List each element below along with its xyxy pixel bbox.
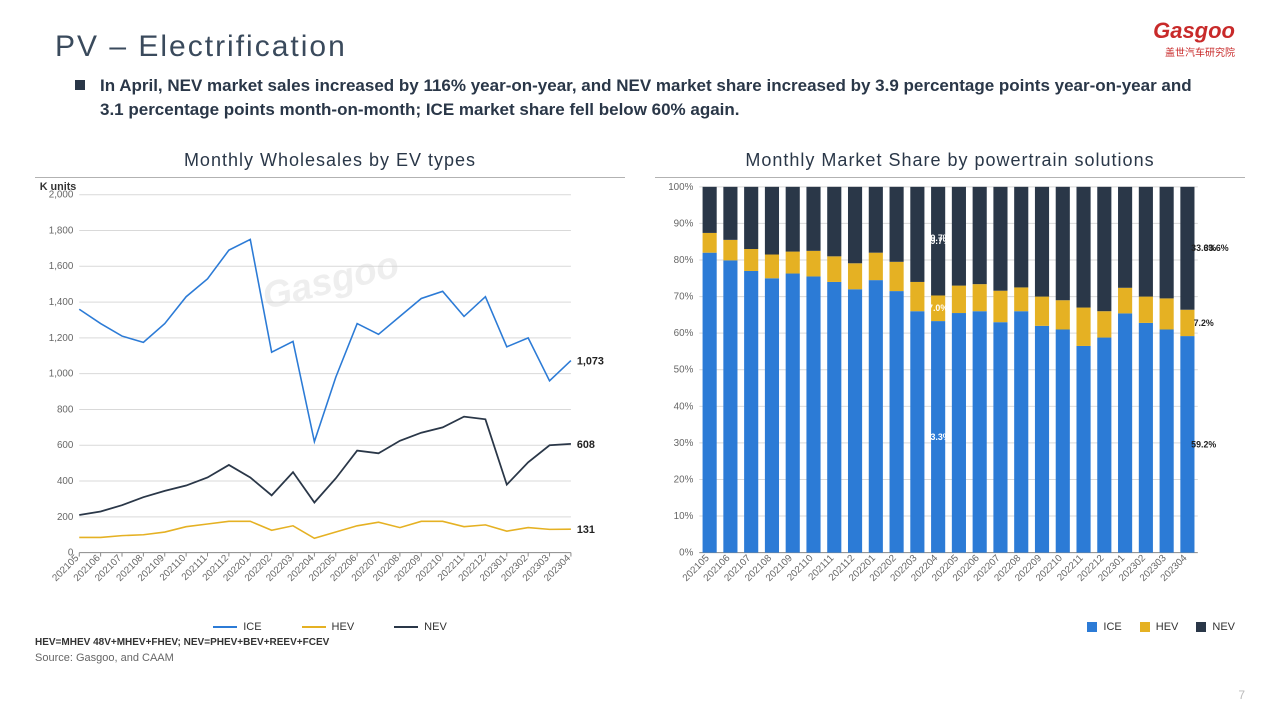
svg-text:30%: 30% <box>674 437 694 448</box>
svg-text:20%: 20% <box>674 474 694 485</box>
svg-text:100%: 100% <box>668 181 693 192</box>
legend-item: HEV <box>302 621 355 633</box>
page-title: PV – Electrification <box>55 30 1225 64</box>
bar-chart-legend: ICE HEV NEV <box>655 621 1245 633</box>
svg-text:Gasgoo: Gasgoo <box>258 242 403 316</box>
svg-text:200: 200 <box>57 511 74 522</box>
source-citation: Source: Gasgoo, and CAAM <box>0 648 1280 668</box>
legend-item: NEV <box>1196 621 1235 633</box>
bar-chart-block: Monthly Market Share by powertrain solut… <box>655 150 1245 634</box>
footnote: HEV=MHEV 48V+MHEV+FHEV; NEV=PHEV+BEV+REE… <box>0 633 1280 648</box>
svg-text:10%: 10% <box>674 511 694 522</box>
legend-item: HEV <box>1140 621 1179 633</box>
svg-text:50%: 50% <box>674 364 694 375</box>
brand-logo: Gasgoo 盖世汽车研究院 <box>1153 18 1235 59</box>
bar-chart: 0% 10% 20% 30% 40% 50% 60% 70% 80% 90% 100% 29.7% 33… <box>655 177 1245 620</box>
svg-text:63.3%: 63.3% <box>926 431 951 441</box>
svg-text:1,000: 1,000 <box>49 368 74 379</box>
svg-text:1,800: 1,800 <box>49 225 74 236</box>
header: PV – Electrification In April, NEV marke… <box>0 0 1280 130</box>
svg-text:7.2%: 7.2% <box>1194 317 1214 327</box>
svg-text:1,073: 1,073 <box>577 355 604 367</box>
svg-text:80%: 80% <box>674 255 694 266</box>
svg-text:29.7%: 29.7% <box>926 236 951 246</box>
svg-text:7.0%: 7.0% <box>928 303 948 313</box>
svg-text:2,000: 2,000 <box>49 189 74 200</box>
svg-text:131: 131 <box>577 524 595 536</box>
line-chart-block: Monthly Wholesales by EV types K units20… <box>35 150 625 634</box>
line-chart: K units2004006008001,0001,2001,4001,6001… <box>35 177 625 620</box>
legend-item: NEV <box>394 621 447 633</box>
svg-text:90%: 90% <box>674 218 694 229</box>
svg-text:608: 608 <box>577 438 595 450</box>
line-chart-legend: ICE HEV NEV <box>35 621 625 633</box>
line-chart-title: Monthly Wholesales by EV types <box>35 150 625 171</box>
svg-text:59.2%: 59.2% <box>1191 439 1216 449</box>
svg-text:1,200: 1,200 <box>49 332 74 343</box>
bullet-marker-icon <box>75 80 85 90</box>
svg-text:600: 600 <box>57 440 74 451</box>
summary-bullet: In April, NEV market sales increased by … <box>55 74 1225 122</box>
page-number: 7 <box>1238 688 1245 702</box>
legend-item: ICE <box>1087 621 1121 633</box>
svg-text:1,400: 1,400 <box>49 297 74 308</box>
svg-text:70%: 70% <box>674 291 694 302</box>
summary-text: In April, NEV market sales increased by … <box>100 74 1205 122</box>
svg-text:1,600: 1,600 <box>49 261 74 272</box>
bar-chart-title: Monthly Market Share by powertrain solut… <box>655 150 1245 171</box>
svg-text:60%: 60% <box>674 328 694 339</box>
svg-text:800: 800 <box>57 404 74 415</box>
svg-text:33.6%: 33.6% <box>1191 243 1216 253</box>
svg-text:0%: 0% <box>679 547 693 558</box>
svg-text:400: 400 <box>57 476 74 487</box>
svg-text:40%: 40% <box>674 401 694 412</box>
legend-item: ICE <box>213 621 261 633</box>
